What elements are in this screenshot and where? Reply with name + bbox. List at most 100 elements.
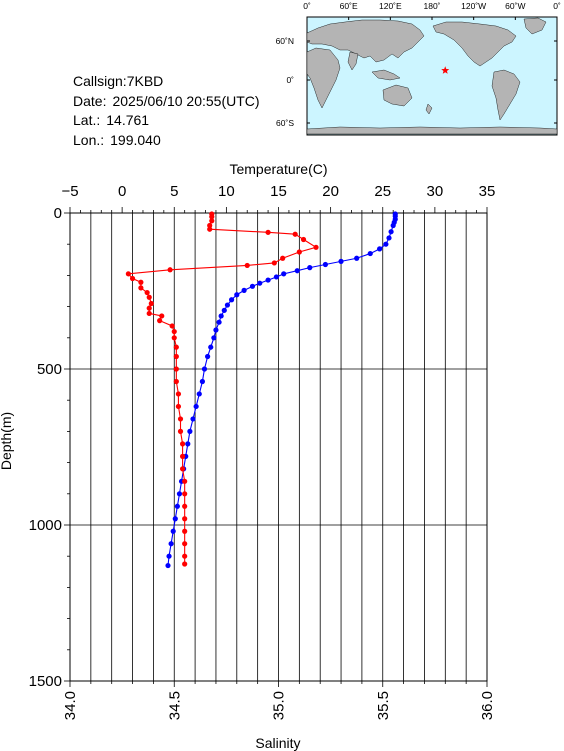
temperature-point bbox=[208, 344, 214, 350]
depth-tick-label: 0 bbox=[54, 205, 62, 222]
salinity-point bbox=[159, 313, 165, 319]
lat-row: Lat.: 14.761 bbox=[73, 111, 260, 131]
temperature-point bbox=[170, 528, 176, 534]
salinity-point bbox=[300, 236, 307, 243]
temperature-point bbox=[338, 258, 344, 264]
date-label: Date: bbox=[73, 92, 107, 109]
salinity-point bbox=[144, 289, 150, 296]
lon-row: Lon.: 199.040 bbox=[73, 131, 260, 151]
temperature-point bbox=[165, 562, 171, 569]
salinity-tick-label: 35.0 bbox=[271, 691, 288, 720]
salinity-point bbox=[182, 516, 188, 522]
salinity-point bbox=[177, 428, 184, 434]
salinity-point bbox=[138, 285, 144, 291]
salinity-point bbox=[138, 279, 144, 285]
depth-tick-label: 500 bbox=[37, 361, 62, 378]
salinity-tick-label: 36.0 bbox=[479, 691, 496, 720]
temperature-point bbox=[168, 541, 174, 547]
salinity-point bbox=[182, 478, 188, 484]
temperature-axis-title: Temperature(C) bbox=[229, 161, 327, 177]
salinity-point bbox=[173, 344, 179, 350]
temperature-point bbox=[257, 280, 263, 286]
temperature-point bbox=[265, 277, 271, 283]
salinity-point bbox=[173, 378, 179, 385]
chart-grid bbox=[70, 213, 487, 681]
temperature-tick-label: 10 bbox=[218, 183, 235, 200]
salinity-point bbox=[296, 249, 302, 255]
salinity-point bbox=[209, 218, 215, 224]
depth-tick-labels: 0 500 1000 1500 bbox=[29, 205, 62, 690]
salinity-point bbox=[207, 222, 213, 229]
temperature-point bbox=[390, 222, 396, 229]
salinity-point bbox=[207, 226, 213, 232]
salinity-point bbox=[292, 231, 298, 237]
salinity-point bbox=[209, 214, 215, 220]
depth-tick-label: 1000 bbox=[29, 517, 62, 534]
salinity-point bbox=[177, 416, 184, 422]
date-row: Date: 2025/06/10 20:55(UTC) bbox=[73, 92, 260, 112]
temperature-tick-labels: −5 0 5 10 15 20 25 30 35 bbox=[61, 183, 495, 200]
date-value: 2025/06/10 20:55(UTC) bbox=[112, 92, 260, 109]
temperature-point bbox=[241, 287, 247, 293]
salinity-point bbox=[157, 318, 163, 324]
salinity-tick-label: 34.0 bbox=[62, 691, 79, 720]
salinity-point bbox=[179, 466, 186, 472]
temperature-point bbox=[322, 261, 329, 268]
salinity-point bbox=[182, 561, 188, 567]
salinity-point bbox=[167, 267, 173, 273]
temperature-point bbox=[218, 313, 224, 319]
temperature-point bbox=[213, 327, 219, 333]
temperature-tick-label: 25 bbox=[374, 183, 391, 200]
salinity-point bbox=[182, 553, 188, 559]
salinity-tick-labels: 34.0 34.5 35.0 35.5 36.0 bbox=[62, 691, 496, 720]
temperature-tick-label: 5 bbox=[170, 183, 178, 200]
temperature-tick-label: 35 bbox=[479, 183, 496, 200]
temperature-point bbox=[386, 235, 392, 241]
temperature-series bbox=[165, 211, 398, 569]
salinity-point bbox=[146, 305, 152, 311]
callsign-row: Callsign:7KBD bbox=[73, 72, 260, 92]
temperature-point bbox=[176, 491, 183, 497]
callsign-label: Callsign: bbox=[73, 73, 127, 89]
temperature-point bbox=[273, 274, 280, 280]
salinity-point bbox=[182, 528, 188, 534]
temperature-point bbox=[196, 391, 202, 397]
salinity-axis-title: Salinity bbox=[255, 735, 300, 751]
temperature-tick-label: 15 bbox=[270, 183, 287, 200]
temperature-point bbox=[234, 292, 240, 298]
temperature-point bbox=[193, 403, 199, 410]
plot-frame bbox=[69, 212, 488, 682]
salinity-point bbox=[125, 271, 131, 277]
temperature-point bbox=[166, 553, 172, 559]
temperature-point bbox=[174, 503, 180, 509]
salinity-point bbox=[179, 441, 186, 447]
temperature-point bbox=[367, 250, 373, 257]
temperature-point bbox=[388, 229, 394, 235]
temperature-point bbox=[377, 246, 383, 252]
salinity-series bbox=[125, 211, 319, 567]
temperature-tick-label: 30 bbox=[427, 183, 444, 200]
salinity-point bbox=[171, 335, 177, 341]
salinity-point bbox=[179, 453, 186, 459]
lon-label: Lon.: bbox=[73, 131, 105, 148]
temperature-tick-label: 0 bbox=[118, 183, 126, 200]
salinity-point bbox=[169, 323, 175, 329]
temperature-point bbox=[185, 441, 191, 447]
temperature-point bbox=[199, 378, 205, 385]
temperature-point bbox=[221, 307, 227, 313]
salinity-point bbox=[171, 328, 177, 335]
temperature-point bbox=[187, 428, 193, 434]
series-layer bbox=[125, 211, 398, 569]
callsign-value: 7KBD bbox=[126, 73, 164, 89]
salinity-tick-label: 35.5 bbox=[375, 691, 392, 720]
temperature-point bbox=[172, 516, 178, 522]
temperature-point bbox=[383, 241, 389, 247]
salinity-point bbox=[129, 275, 136, 282]
depth-tick-label: 1500 bbox=[29, 673, 62, 690]
salinity-point bbox=[313, 244, 319, 250]
temperature-point bbox=[201, 366, 208, 372]
temperature-tick-label: −5 bbox=[61, 183, 78, 200]
salinity-point bbox=[244, 262, 250, 269]
temperature-point bbox=[211, 335, 217, 341]
